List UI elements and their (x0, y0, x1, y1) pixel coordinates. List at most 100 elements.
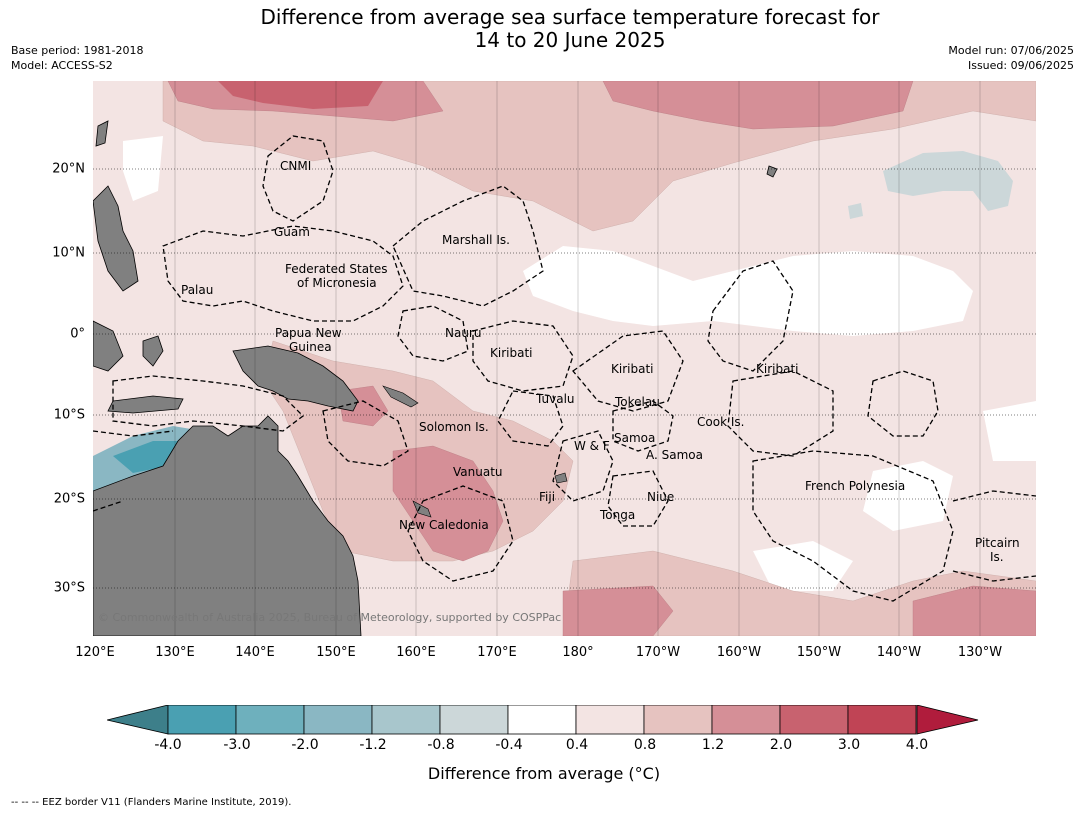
lon-label-140e: 140°E (235, 645, 275, 660)
label-fsm-2: of Micronesia (297, 276, 377, 290)
lon-label-180: 180° (562, 645, 594, 660)
colorbar-tick: 2.0 (769, 737, 793, 753)
label-kiribati-east: Kiribati (756, 362, 798, 376)
colorbar-bin (439, 705, 509, 735)
lon-label-170w: 170°W (635, 645, 681, 660)
cool-zone-hawaii (883, 151, 1013, 211)
title-line-1: Difference from average sea surface temp… (260, 5, 880, 29)
label-pitcairn-1: Pitcairn (975, 536, 1020, 550)
model-run: Model run: 07/06/2025 (948, 44, 1074, 57)
neutral-zone-2 (123, 136, 163, 201)
label-tokelau: Tokelau (614, 395, 660, 409)
label-niue: Niue (647, 490, 674, 504)
graticule (174, 81, 981, 636)
lon-label-160w: 160°W (716, 645, 762, 660)
lon-label-160e: 160°E (396, 645, 436, 660)
colorbar-bin (711, 705, 781, 735)
colorbar-under-triangle (107, 705, 169, 735)
colorbar-tick: -0.4 (495, 737, 523, 753)
colorbar-bin (847, 705, 917, 735)
anomaly-zone-south-far (912, 585, 1036, 636)
label-american-samoa: A. Samoa (646, 448, 703, 462)
land-fiji (554, 472, 568, 484)
colorbar-bin (167, 705, 237, 735)
colorbar-tick: -2.0 (291, 737, 319, 753)
anomaly-zone-north-strongest (218, 81, 383, 109)
label-png-2: Guinea (289, 340, 332, 354)
colorbar-label: Difference from average (°C) (427, 764, 661, 783)
neutral-zone-4 (753, 541, 853, 591)
cool-zone-small (848, 203, 863, 219)
anomaly-zone-north-east (602, 81, 914, 130)
land-png (232, 345, 359, 412)
meta-left: Base period: 1981-2018 Model: ACCESS-S2 (11, 43, 143, 73)
lon-label-170e: 170°E (477, 645, 517, 660)
colorbar-bin (779, 705, 849, 735)
anomaly-zone-vanuatu (392, 445, 504, 562)
label-kiribati-west: Kiribati (490, 346, 532, 360)
label-cook: Cook Is. (697, 415, 744, 429)
model-name: Model: ACCESS-S2 (11, 59, 113, 72)
title-line-2: 14 to 20 June 2025 (474, 28, 666, 52)
label-nauru: Nauru (445, 326, 481, 340)
land-borneo (93, 320, 124, 372)
land-taiwan (95, 120, 109, 147)
land-new-caledonia (412, 500, 432, 518)
colorbar-tick: -1.2 (359, 737, 387, 753)
colorbar-bin (235, 705, 305, 735)
colorbar-tick: 3.0 (837, 737, 861, 753)
lat-label-20n: 20°N (52, 161, 85, 177)
label-french-polynesia: French Polynesia (805, 479, 905, 493)
sst-anomaly-map: CNMI Guam Marshall Is. Federated States … (93, 81, 1036, 636)
label-samoa: Samoa (614, 431, 655, 445)
colorbar-tick: -3.0 (223, 737, 251, 753)
label-wallis-futuna: W & F (574, 439, 610, 453)
map-svg: CNMI Guam Marshall Is. Federated States … (93, 81, 1036, 636)
neutral-zone-1 (523, 246, 973, 336)
neutral-zone-5 (983, 401, 1036, 461)
label-tuvalu: Tuvalu (535, 392, 575, 406)
lon-label-120e: 120°E (75, 645, 115, 660)
lat-label-30s: 30°S (53, 580, 85, 596)
label-vanuatu: Vanuatu (453, 465, 503, 479)
lat-label-20s: 20°S (53, 491, 85, 507)
land-sulawesi (142, 335, 164, 367)
neutral-zone-3 (863, 461, 953, 531)
colorbar-bin (507, 705, 577, 735)
lon-label-130w: 130°W (957, 645, 1003, 660)
label-palau: Palau (181, 283, 213, 297)
copyright-notice: © Commonwealth of Australia 2025, Bureau… (98, 611, 561, 624)
lon-label-150w: 150°W (796, 645, 842, 660)
base-period: Base period: 1981-2018 (11, 44, 144, 57)
anomaly-zone-south-east (562, 585, 674, 636)
colorbar-tick: 4.0 (905, 737, 929, 753)
lat-label-10s: 10°S (53, 407, 85, 423)
colorbar-bin (575, 705, 645, 735)
label-pitcairn-2: Is. (990, 550, 1004, 564)
colorbar (107, 705, 979, 735)
label-tonga: Tonga (599, 508, 635, 522)
eez-footnote: -- -- -- EEZ border V11 (Flanders Marine… (11, 797, 292, 808)
land-philippines (93, 185, 139, 292)
colorbar-bins (167, 705, 917, 735)
map-title: Difference from average sea surface temp… (0, 6, 1085, 52)
colorbar-bin (371, 705, 441, 735)
label-cnmi: CNMI (280, 159, 311, 173)
label-fiji: Fiji (539, 490, 555, 504)
colorbar-over-triangle (916, 705, 979, 735)
label-new-caledonia: New Caledonia (399, 518, 489, 532)
lon-label-140w: 140°W (876, 645, 922, 660)
meta-right: Model run: 07/06/2025 Issued: 09/06/2025 (948, 43, 1074, 73)
eez-borders (93, 135, 1036, 602)
lat-label-10n: 10°N (52, 245, 85, 261)
label-solomon: Solomon Is. (419, 420, 489, 434)
latitude-lines (93, 168, 1036, 589)
lon-label-150e: 150°E (316, 645, 356, 660)
colorbar-tick: -4.0 (154, 737, 182, 753)
land-solomon (382, 385, 419, 408)
colorbar-tick: 1.2 (701, 737, 725, 753)
lon-label-130e: 130°E (155, 645, 195, 660)
colorbar-tick: 0.4 (565, 737, 589, 753)
label-guam: Guam (274, 225, 310, 239)
land-australia (93, 415, 362, 636)
